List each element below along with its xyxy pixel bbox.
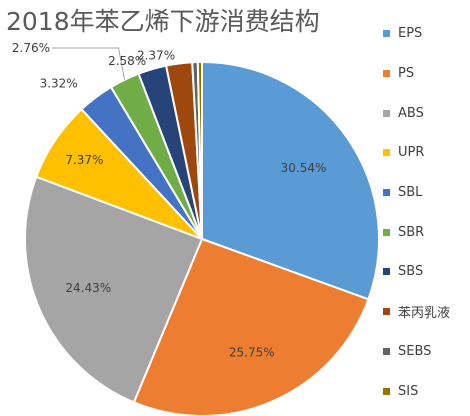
data-label-sbs: 2.58% (108, 54, 146, 68)
pie-slice-abs (24, 175, 204, 404)
legend-swatch (383, 347, 390, 355)
legend-swatch (383, 70, 390, 78)
legend-label: EPS (398, 26, 423, 42)
pie-slice-eps (201, 60, 380, 301)
leader-line-sbr (52, 47, 126, 80)
legend-swatch (383, 109, 390, 117)
legend-label: ABS (398, 105, 424, 121)
pie-slice-ps (132, 237, 370, 416)
legend-swatch (383, 189, 390, 197)
data-labels: 30.54% 25.75% 24.43% 7.37% 3.32% 2.76% 2.58%2.… (12, 41, 327, 359)
legend-swatch (383, 308, 390, 316)
legend-item-sis: SIS (383, 371, 469, 411)
data-label-sbr: 2.76% (12, 41, 50, 55)
pie-slices (24, 60, 380, 416)
legend-label: UPR (398, 145, 425, 161)
legend-label: PS (398, 66, 415, 82)
legend-label: SEBS (398, 343, 432, 359)
leader-lines (52, 47, 126, 80)
data-label-abs: 24.43% (65, 281, 111, 295)
legend-label: SIS (398, 383, 419, 399)
data-label-苯丙乳液: 2.37% (137, 49, 175, 63)
pie-slice-sis (196, 60, 203, 240)
legend: EPS PS ABS UPR SBL SBR SBS 苯丙乳液 SEBS SIS (383, 14, 469, 411)
legend-item-eps: EPS (383, 14, 469, 54)
legend-label: 苯丙乳液 (398, 306, 451, 322)
legend-swatch (383, 387, 390, 395)
chart-title: 2018年苯乙烯下游消费结构 (6, 7, 320, 36)
data-label-ps: 25.75% (229, 345, 275, 359)
data-label-upr: 7.37% (65, 153, 103, 167)
legend-item-sbl: SBL (383, 173, 469, 213)
legend-item-sbs: SBS (383, 252, 469, 292)
legend-label: SBS (398, 264, 424, 280)
legend-label: SBR (398, 224, 425, 240)
legend-item-abs: ABS (383, 93, 469, 133)
legend-item-sbr: SBR (383, 212, 469, 252)
legend-item-ps: PS (383, 54, 469, 94)
legend-swatch (383, 228, 390, 236)
legend-swatch (383, 149, 390, 157)
legend-item-upr: UPR (383, 133, 469, 173)
legend-item-苯丙乳液: 苯丙乳液 (383, 292, 469, 332)
data-label-eps: 30.54% (281, 161, 327, 175)
data-label-sbl: 3.32% (40, 77, 78, 91)
legend-item-sebs: SEBS (383, 332, 469, 372)
legend-swatch (383, 30, 390, 38)
legend-swatch (383, 268, 390, 276)
legend-label: SBL (398, 185, 423, 201)
